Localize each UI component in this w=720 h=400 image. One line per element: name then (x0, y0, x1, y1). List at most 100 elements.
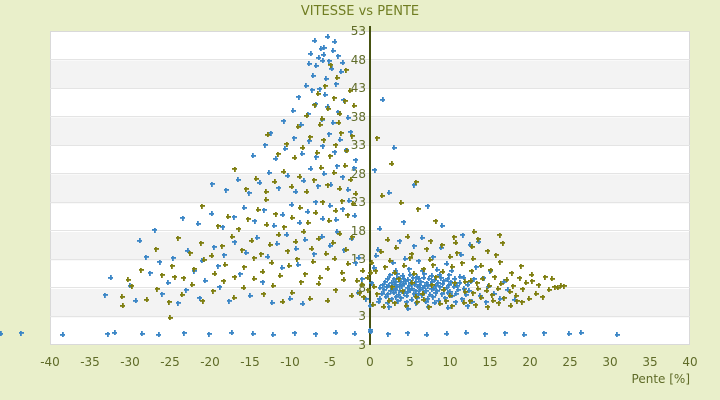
x-axis-title: Pente [%] (631, 372, 690, 386)
data-point (391, 144, 397, 150)
data-point (297, 174, 303, 180)
y-tick-label: 8 (358, 280, 366, 295)
data-point (325, 34, 331, 40)
data-point (470, 256, 476, 262)
data-point (336, 120, 342, 126)
data-point (352, 213, 358, 219)
data-point (60, 332, 66, 338)
data-point (390, 260, 396, 266)
data-point (377, 226, 383, 232)
data-point (223, 187, 229, 193)
data-point (405, 330, 411, 336)
data-point (202, 277, 208, 283)
data-point (449, 268, 455, 274)
data-point (386, 304, 392, 310)
data-point (156, 332, 162, 338)
data-point (471, 276, 477, 282)
data-point (407, 272, 413, 278)
data-point (371, 265, 377, 271)
data-point (409, 280, 415, 286)
data-point (470, 290, 476, 296)
data-point (345, 187, 351, 193)
data-point (348, 176, 354, 182)
x-tick-label: -15 (240, 355, 260, 369)
x-tick-label: 5 (406, 355, 414, 369)
data-point (501, 295, 507, 301)
data-point (507, 289, 513, 295)
data-point (430, 254, 436, 260)
data-point (191, 266, 197, 272)
data-point (379, 193, 385, 199)
data-point (424, 280, 430, 286)
data-point (289, 215, 295, 221)
data-point (232, 239, 238, 245)
data-point (425, 296, 431, 302)
data-point (317, 275, 323, 281)
data-point (317, 122, 323, 128)
data-point (302, 237, 308, 243)
data-point (421, 266, 427, 272)
data-point (417, 282, 423, 288)
data-point (235, 176, 241, 182)
data-point (321, 45, 327, 51)
data-point (379, 291, 385, 297)
data-point (473, 264, 479, 270)
data-point (316, 55, 322, 61)
data-point (247, 293, 253, 299)
data-point (413, 288, 419, 294)
data-point (404, 299, 410, 305)
data-point (267, 242, 273, 248)
data-point (157, 259, 163, 265)
data-point (320, 58, 326, 64)
data-point (264, 222, 270, 228)
data-point (429, 273, 435, 279)
data-point (508, 303, 514, 309)
data-point (396, 276, 402, 282)
data-point (265, 132, 271, 138)
data-point (219, 243, 225, 249)
data-point (365, 275, 371, 281)
data-point (281, 118, 287, 124)
data-point (388, 288, 394, 294)
data-point (287, 296, 293, 302)
data-point (463, 329, 469, 335)
data-point (345, 212, 351, 218)
data-point (295, 124, 301, 130)
data-point (318, 46, 324, 52)
data-point (320, 216, 326, 222)
data-point (349, 234, 355, 240)
data-point (480, 276, 486, 282)
data-point (166, 299, 172, 305)
data-point (504, 277, 510, 283)
data-point (215, 223, 221, 229)
data-point (475, 236, 481, 242)
data-point (211, 244, 217, 250)
data-point (400, 273, 406, 279)
data-point (441, 287, 447, 293)
data-point (519, 299, 525, 305)
y-tick-label: 18 (350, 223, 366, 238)
data-point (414, 299, 420, 305)
data-point (415, 206, 421, 212)
data-point (523, 280, 529, 286)
data-point (159, 272, 165, 278)
data-point (401, 219, 407, 225)
data-point (429, 282, 435, 288)
data-point (260, 269, 266, 275)
data-point (346, 198, 352, 204)
data-point (367, 327, 373, 333)
data-point (425, 203, 431, 209)
data-point (108, 275, 114, 281)
data-point (486, 283, 492, 289)
x-tick-label: 35 (642, 355, 658, 369)
data-point (349, 293, 355, 299)
data-point (442, 295, 448, 301)
data-point (443, 298, 449, 304)
data-point (260, 279, 266, 285)
data-point (410, 275, 416, 281)
data-point (307, 296, 313, 302)
data-point (125, 277, 131, 283)
data-point (419, 235, 425, 241)
data-point (241, 285, 247, 291)
data-point (361, 294, 367, 300)
